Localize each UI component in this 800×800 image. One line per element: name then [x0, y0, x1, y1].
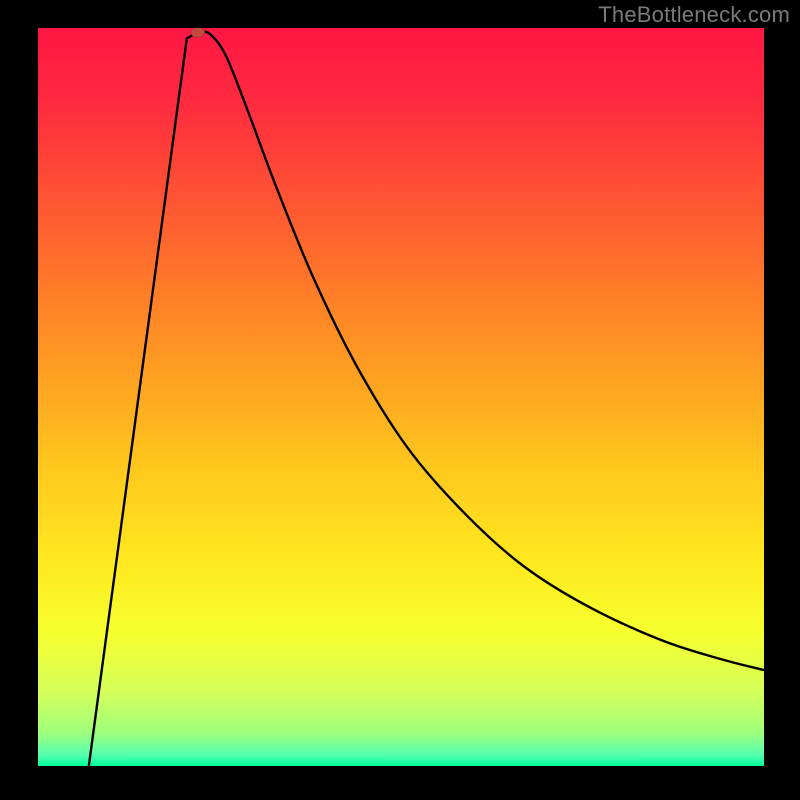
bottleneck-chart — [38, 28, 764, 766]
optimal-point-marker — [191, 28, 205, 37]
chart-container: TheBottleneck.com — [0, 0, 800, 800]
plot-area — [38, 28, 764, 766]
gradient-background — [38, 28, 764, 766]
watermark-text: TheBottleneck.com — [598, 2, 790, 28]
